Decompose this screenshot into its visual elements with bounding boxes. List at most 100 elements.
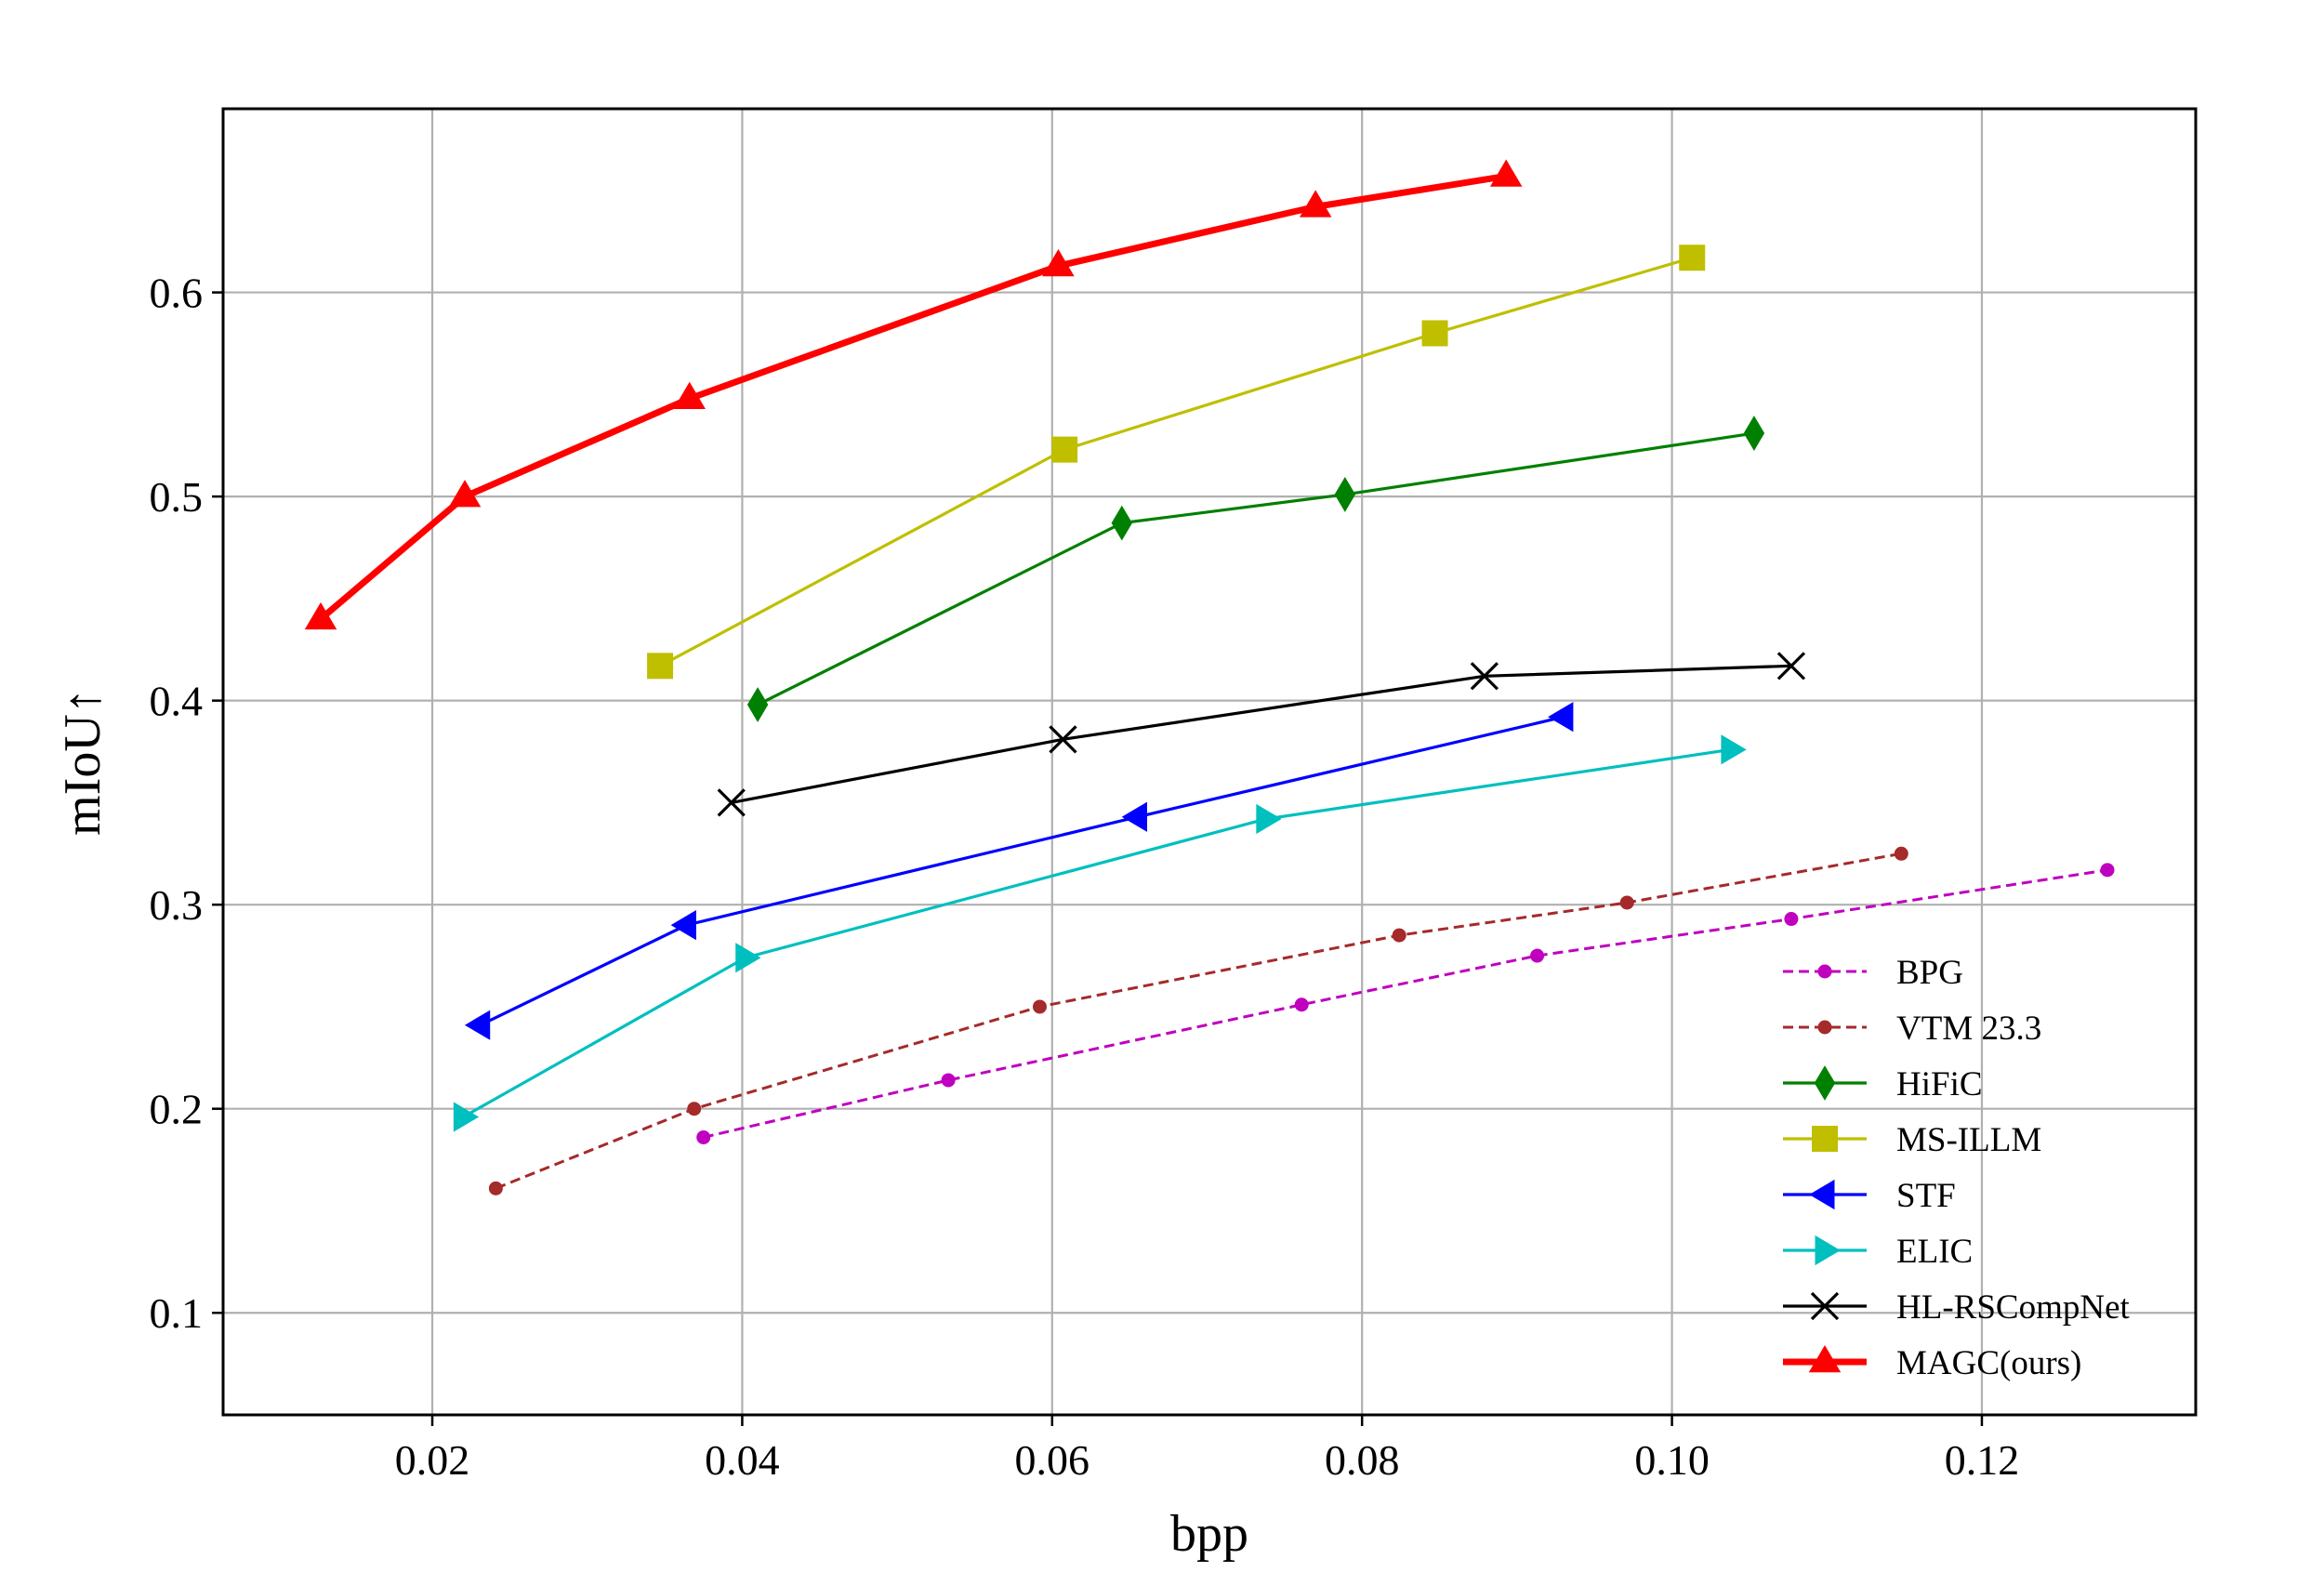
series-magc-ours-: [304, 159, 1523, 630]
legend-marker: [1809, 1179, 1835, 1210]
legend-label: STF: [1896, 1177, 1956, 1215]
data-point: [1042, 249, 1075, 277]
legend-entry: HiFiC: [1783, 1065, 1983, 1103]
data-point: [1743, 416, 1765, 451]
data-point: [746, 687, 769, 722]
data-point: [673, 381, 706, 409]
legend-marker: [1815, 1235, 1841, 1266]
y-tick-label: 0.6: [150, 270, 204, 317]
x-tick-label: 0.04: [705, 1436, 780, 1484]
legend-label: VTM 23.3: [1896, 1010, 2041, 1048]
legend-entry: VTM 23.3: [1783, 1010, 2041, 1048]
data-point: [1421, 320, 1448, 347]
data-point: [1619, 895, 1634, 910]
data-point: [696, 1129, 711, 1144]
data-point: [717, 788, 746, 817]
legend-entry: STF: [1783, 1177, 1956, 1215]
data-point: [1051, 436, 1078, 463]
x-axis-title: bpp: [1170, 1505, 1248, 1563]
y-tick-label: 0.3: [150, 881, 204, 929]
legend-entry: MS-ILLM: [1783, 1121, 2041, 1159]
data-point: [488, 1181, 503, 1195]
series-line: [318, 172, 1507, 622]
series-line: [659, 256, 1693, 667]
legend-label: ELIC: [1896, 1233, 1973, 1271]
legend-entry: MAGC(ours): [1783, 1344, 2081, 1382]
series-layer: [304, 159, 2115, 1195]
data-point: [1489, 159, 1523, 187]
data-point: [1894, 846, 1908, 861]
y-tick-label: 0.4: [150, 678, 204, 725]
data-point: [304, 601, 337, 630]
data-point: [1548, 702, 1574, 733]
data-point: [1470, 662, 1499, 691]
series-elic: [453, 734, 1747, 1132]
data-point: [1530, 948, 1545, 963]
series-stf: [464, 702, 1574, 1040]
legend-label: MAGC(ours): [1896, 1344, 2081, 1382]
data-point: [1032, 999, 1047, 1014]
series-bpg: [696, 863, 2115, 1144]
legend-marker: [1814, 1065, 1836, 1101]
ticks: 0.02 0.04 0.06 0.08 0.10 0.12 0.1 0.2 0.3 0.4 0.5 0…: [150, 270, 2020, 1484]
data-point: [1721, 734, 1747, 765]
data-point: [1679, 244, 1706, 271]
data-point: [647, 653, 674, 680]
series-hific: [746, 416, 1765, 722]
x-tick-label: 0.02: [395, 1436, 470, 1484]
data-point: [1049, 725, 1077, 754]
y-axis-title: mIoU↑: [54, 688, 112, 836]
x-tick-label: 0.06: [1015, 1436, 1090, 1484]
x-tick-label: 0.10: [1634, 1436, 1710, 1484]
series-hl-rscompnet: [717, 652, 1806, 817]
legend-label: BPG: [1896, 954, 1963, 992]
legend-entry: HL-RSCompNet: [1783, 1288, 2131, 1327]
data-point: [1294, 997, 1309, 1012]
data-point: [1299, 190, 1332, 218]
data-point: [1776, 652, 1806, 680]
legend-marker: [1810, 1291, 1840, 1321]
series-line: [731, 664, 1791, 804]
data-point: [2100, 863, 2115, 878]
series-line: [757, 431, 1755, 707]
data-point: [1334, 477, 1356, 512]
legend-marker: [1817, 1020, 1832, 1035]
y-tick-label: 0.5: [150, 473, 204, 521]
legend-label: HiFiC: [1896, 1065, 1983, 1103]
plot-frame: [221, 107, 2198, 1417]
data-point: [1111, 505, 1133, 541]
series-line: [480, 715, 1565, 1027]
data-point: [687, 1102, 702, 1116]
y-tick-label: 0.1: [150, 1289, 204, 1337]
data-point: [1121, 801, 1147, 832]
legend-entry: ELIC: [1783, 1233, 1973, 1271]
data-point: [464, 1010, 491, 1040]
data-point: [1784, 912, 1799, 927]
series-line: [495, 852, 1902, 1190]
data-point: [1392, 928, 1406, 943]
legend-marker: [1812, 1126, 1838, 1152]
x-tick-label: 0.12: [1945, 1436, 2020, 1484]
legend-label: HL-RSCompNet: [1896, 1288, 2131, 1327]
legend-marker: [1817, 964, 1832, 979]
legend-label: MS-ILLM: [1896, 1121, 2041, 1159]
y-tick-label: 0.2: [150, 1086, 204, 1133]
grid: [223, 109, 2196, 1415]
series-vtm-23-3: [488, 846, 1908, 1195]
legend: BPG VTM 23.3 HiFiC MS-ILLM STF ELIC HL-RSCompN…: [1783, 954, 2131, 1382]
legend-marker: [1808, 1345, 1842, 1373]
series-line: [703, 868, 2108, 1139]
data-point: [453, 1102, 480, 1132]
series-ms-illm: [647, 244, 1706, 680]
data-point: [670, 910, 696, 941]
x-tick-label: 0.08: [1325, 1436, 1400, 1484]
legend-entry: BPG: [1783, 954, 1963, 992]
data-point: [1256, 803, 1282, 835]
series-line: [462, 747, 1732, 1118]
data-point: [448, 480, 482, 508]
data-point: [735, 943, 761, 973]
data-point: [941, 1073, 956, 1088]
